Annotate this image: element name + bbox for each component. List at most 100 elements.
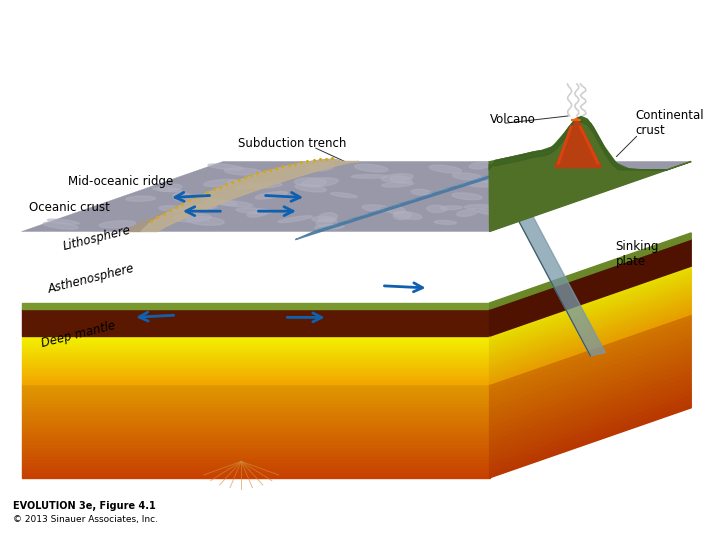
Text: Oceanic crust: Oceanic crust	[29, 201, 109, 214]
Ellipse shape	[278, 215, 312, 222]
Polygon shape	[22, 456, 490, 459]
Polygon shape	[22, 418, 490, 422]
Ellipse shape	[592, 164, 629, 172]
Ellipse shape	[255, 192, 287, 199]
Polygon shape	[490, 361, 691, 436]
Polygon shape	[22, 348, 490, 350]
Polygon shape	[22, 453, 490, 456]
Polygon shape	[490, 366, 691, 441]
Ellipse shape	[48, 219, 79, 224]
Text: Lithosphere: Lithosphere	[61, 223, 132, 253]
Polygon shape	[22, 469, 490, 471]
Ellipse shape	[463, 181, 496, 187]
Polygon shape	[22, 390, 490, 394]
Ellipse shape	[362, 205, 391, 212]
Polygon shape	[490, 384, 691, 459]
Ellipse shape	[294, 178, 326, 186]
Polygon shape	[22, 415, 490, 418]
Ellipse shape	[510, 173, 547, 181]
Text: EVOLUTION 3e, Figure 4.1: EVOLUTION 3e, Figure 4.1	[13, 501, 156, 511]
Polygon shape	[22, 375, 490, 377]
Polygon shape	[490, 285, 691, 359]
Polygon shape	[22, 363, 490, 365]
Polygon shape	[22, 336, 490, 339]
Ellipse shape	[387, 207, 405, 214]
Polygon shape	[490, 380, 691, 455]
Polygon shape	[490, 311, 691, 384]
Polygon shape	[571, 119, 580, 120]
Polygon shape	[490, 233, 691, 309]
Ellipse shape	[302, 178, 338, 187]
Polygon shape	[22, 437, 490, 441]
Polygon shape	[490, 266, 691, 340]
Polygon shape	[22, 387, 490, 390]
Polygon shape	[22, 425, 490, 428]
Polygon shape	[22, 400, 490, 403]
Text: Deep mantle: Deep mantle	[40, 319, 117, 350]
Ellipse shape	[315, 225, 344, 230]
Ellipse shape	[478, 177, 498, 183]
Polygon shape	[22, 367, 490, 370]
Polygon shape	[490, 375, 691, 450]
Text: Continental
crust: Continental crust	[635, 109, 703, 137]
Polygon shape	[22, 434, 490, 437]
Polygon shape	[490, 356, 691, 431]
Ellipse shape	[452, 173, 482, 180]
Polygon shape	[490, 352, 691, 427]
Polygon shape	[490, 314, 691, 389]
Ellipse shape	[429, 165, 462, 173]
Ellipse shape	[173, 192, 192, 201]
Ellipse shape	[307, 163, 333, 171]
Polygon shape	[22, 431, 490, 434]
Ellipse shape	[236, 208, 272, 214]
Polygon shape	[490, 323, 691, 399]
Polygon shape	[125, 159, 343, 232]
Polygon shape	[490, 328, 691, 403]
Ellipse shape	[99, 221, 135, 228]
Polygon shape	[22, 422, 490, 425]
Polygon shape	[22, 377, 490, 380]
Polygon shape	[22, 459, 490, 462]
Polygon shape	[22, 475, 490, 478]
Text: Asthenosphere: Asthenosphere	[47, 261, 136, 295]
Polygon shape	[490, 288, 691, 362]
Polygon shape	[22, 413, 490, 415]
Polygon shape	[22, 384, 490, 387]
Polygon shape	[22, 450, 490, 453]
Ellipse shape	[153, 187, 181, 192]
Polygon shape	[22, 443, 490, 447]
Ellipse shape	[217, 200, 253, 207]
Polygon shape	[490, 269, 691, 342]
Ellipse shape	[394, 212, 422, 219]
Ellipse shape	[227, 180, 253, 189]
Ellipse shape	[295, 184, 326, 192]
Polygon shape	[490, 276, 691, 349]
Polygon shape	[490, 308, 691, 381]
Polygon shape	[490, 295, 691, 368]
Polygon shape	[22, 409, 490, 413]
Polygon shape	[554, 118, 601, 167]
Ellipse shape	[225, 168, 261, 175]
Polygon shape	[490, 399, 691, 473]
Polygon shape	[22, 365, 490, 367]
Ellipse shape	[505, 187, 530, 191]
Text: Figure 4.1  Plate tectonic processes: Figure 4.1 Plate tectonic processes	[7, 12, 279, 27]
Polygon shape	[490, 305, 691, 378]
Ellipse shape	[208, 164, 243, 170]
Polygon shape	[22, 358, 490, 360]
Ellipse shape	[186, 217, 224, 225]
Polygon shape	[22, 370, 490, 372]
Ellipse shape	[411, 190, 431, 195]
Polygon shape	[22, 360, 490, 363]
Text: Subduction trench: Subduction trench	[238, 137, 346, 150]
Polygon shape	[489, 117, 691, 232]
Ellipse shape	[330, 193, 357, 198]
Ellipse shape	[183, 204, 217, 212]
Polygon shape	[22, 465, 490, 469]
Ellipse shape	[464, 205, 490, 209]
Text: Sinking
plate: Sinking plate	[616, 240, 659, 268]
Polygon shape	[490, 292, 691, 365]
Polygon shape	[490, 282, 691, 355]
Ellipse shape	[490, 196, 529, 206]
Polygon shape	[490, 347, 691, 422]
